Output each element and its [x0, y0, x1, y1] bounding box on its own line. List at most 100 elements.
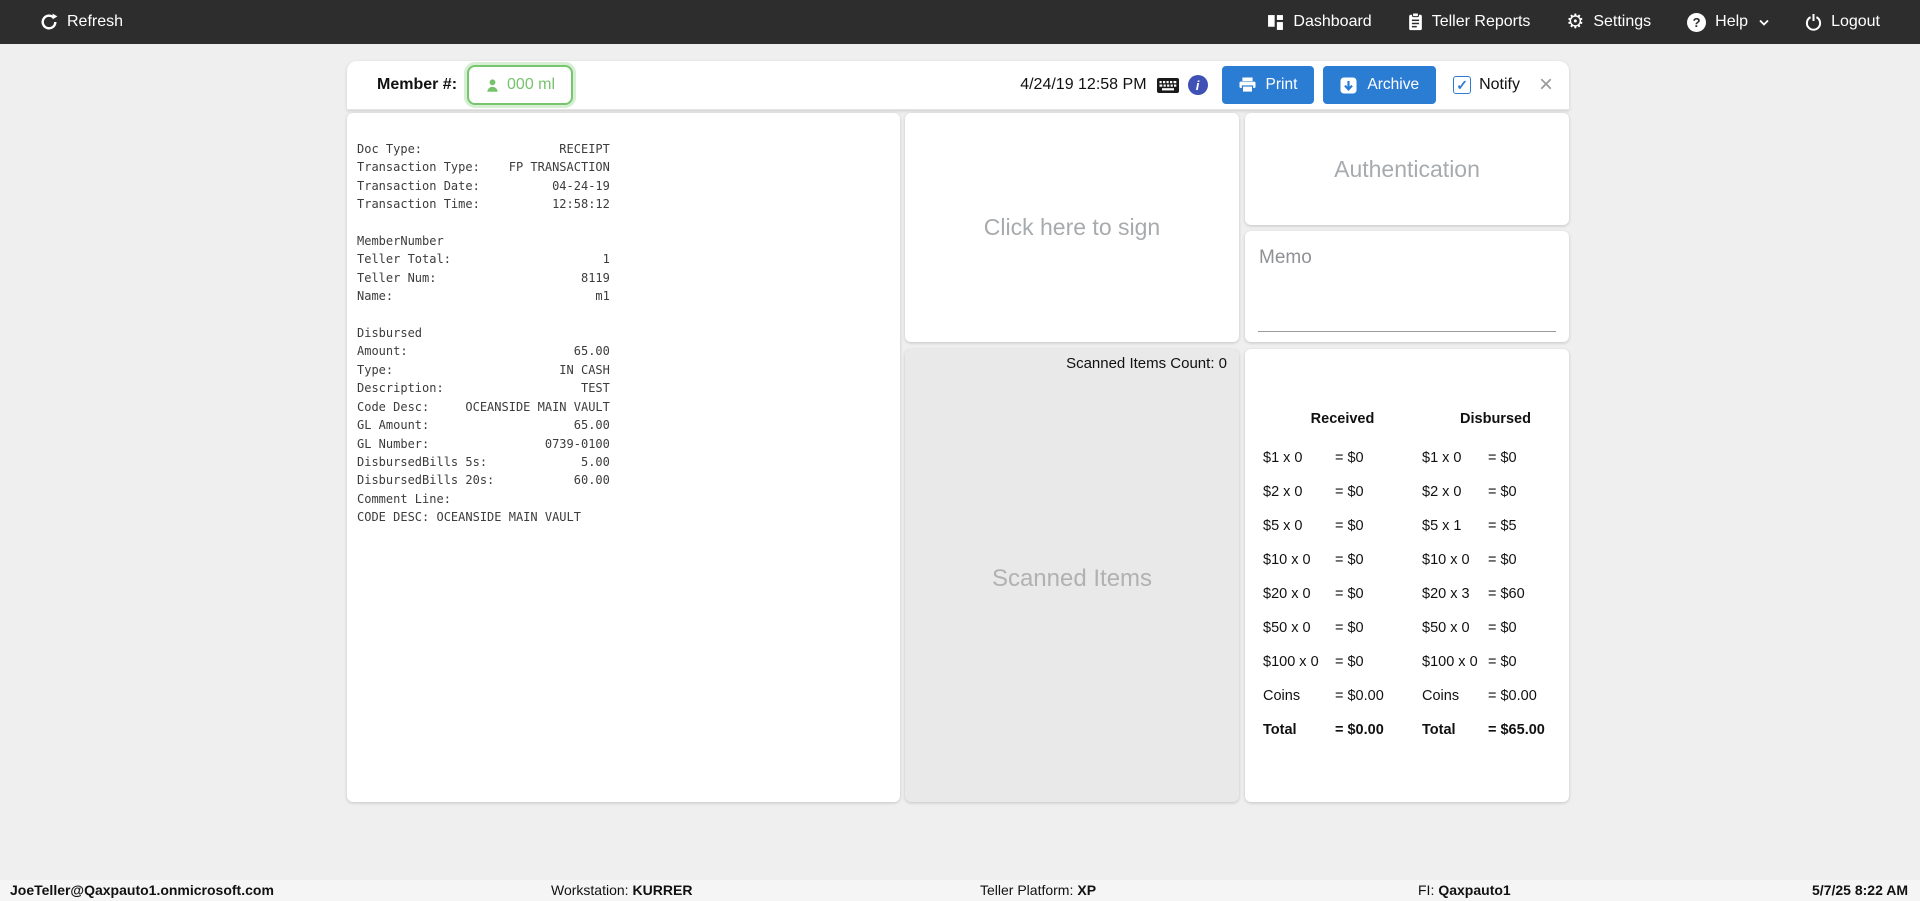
received-header: Received — [1310, 411, 1375, 427]
received-amount: = $0 — [1335, 620, 1364, 636]
cash-row: $10 x 0 = $0 $10 x 0 = $0 — [1263, 543, 1569, 577]
member-bar: Member #: 000 ml 4/24/19 12:58 PM — [347, 61, 1569, 110]
info-icon[interactable]: i — [1187, 75, 1208, 95]
nav-item-label: Dashboard — [1293, 13, 1372, 30]
archive-icon — [1340, 77, 1357, 94]
receipt-panel: Doc Type: RECEIPT Transaction Type: FP T… — [347, 113, 900, 802]
power-icon — [1805, 13, 1822, 31]
notify-label: Notify — [1479, 76, 1520, 93]
clipboard-icon — [1408, 13, 1423, 31]
disbursed-total-amount: = $65.00 — [1488, 722, 1545, 738]
disbursed-denom: $5 x 1 — [1422, 518, 1462, 534]
signature-placeholder: Click here to sign — [983, 214, 1161, 240]
disbursed-denom: $20 x 3 — [1422, 586, 1470, 602]
disbursed-denom: $100 x 0 — [1422, 654, 1478, 670]
nav-item-label: Help — [1715, 13, 1749, 30]
cash-row: Coins = $0.00 Coins = $0.00 — [1263, 679, 1569, 713]
teller-platform-info: Teller Platform: XP — [980, 882, 1097, 898]
memo-field[interactable]: Memo — [1245, 231, 1569, 342]
cash-total-row: Total = $0.00 Total = $65.00 — [1263, 713, 1569, 747]
nav-item-settings[interactable]: ⚙ Settings — [1566, 12, 1651, 32]
logged-in-user: JoeTeller@Qaxpauto1.onmicrosoft.com — [10, 882, 274, 898]
received-denom: Coins — [1263, 688, 1301, 704]
notify-checkbox[interactable]: ✓ — [1453, 76, 1472, 94]
help-icon: ? — [1687, 12, 1707, 32]
memo-input-line — [1258, 331, 1556, 332]
disbursed-denom: $2 x 0 — [1422, 484, 1462, 500]
received-denom: $20 x 0 — [1263, 586, 1311, 602]
received-denom: $5 x 0 — [1263, 518, 1303, 534]
disbursed-amount: = $0 — [1488, 450, 1517, 466]
cash-row: $5 x 0 = $0 $5 x 1 = $5 — [1263, 509, 1569, 543]
received-amount: = $0 — [1335, 484, 1364, 500]
top-navbar: Refresh Dashboard — [0, 0, 1920, 44]
transaction-datetime: 4/24/19 12:58 PM — [1020, 76, 1147, 93]
gear-icon: ⚙ — [1566, 11, 1585, 33]
refresh-label: Refresh — [67, 13, 124, 30]
memo-label: Memo — [1259, 247, 1312, 268]
receipt-text: Doc Type: RECEIPT Transaction Type: FP T… — [357, 142, 610, 525]
disbursed-amount: = $5 — [1488, 518, 1517, 534]
cash-row: $2 x 0 = $0 $2 x 0 = $0 — [1263, 475, 1569, 509]
print-label: Print — [1265, 76, 1298, 93]
nav-item-label: Teller Reports — [1431, 13, 1531, 30]
dashboard-icon — [1267, 14, 1284, 31]
refresh-button[interactable]: Refresh — [40, 13, 123, 31]
authentication-panel[interactable]: Authentication — [1245, 113, 1569, 225]
print-button[interactable]: Print — [1221, 66, 1315, 104]
received-amount: = $0.00 — [1335, 688, 1384, 704]
nav-item-logout[interactable]: Logout — [1805, 13, 1880, 31]
disbursed-amount: = $60 — [1488, 586, 1525, 602]
navbar-menu: Dashboard Teller Reports ⚙ Settings — [1267, 12, 1880, 32]
nav-item-help[interactable]: ? Help — [1687, 12, 1769, 32]
received-amount: = $0 — [1335, 552, 1364, 568]
received-denom: $100 x 0 — [1263, 654, 1319, 670]
cash-headers: Received Disbursed — [1263, 411, 1569, 427]
received-amount: = $0 — [1335, 518, 1364, 534]
close-icon[interactable]: × — [1538, 71, 1553, 98]
scanned-items-watermark: Scanned Items — [991, 564, 1153, 592]
person-icon — [485, 78, 500, 93]
disbursed-amount: = $0 — [1488, 484, 1517, 500]
nav-item-label: Settings — [1593, 13, 1652, 30]
keyboard-icon[interactable] — [1156, 77, 1179, 93]
nav-item-teller-reports[interactable]: Teller Reports — [1408, 13, 1531, 31]
received-total-label: Total — [1263, 722, 1297, 738]
disbursed-denom: $1 x 0 — [1422, 450, 1462, 466]
status-bar: JoeTeller@Qaxpauto1.onmicrosoft.com Work… — [0, 880, 1920, 901]
scanned-items-panel: Scanned Items Count: 0 Scanned Items — [905, 349, 1239, 802]
disbursed-amount: = $0 — [1488, 620, 1517, 636]
received-denom: $2 x 0 — [1263, 484, 1303, 500]
refresh-icon — [40, 13, 58, 31]
printer-icon — [1239, 77, 1256, 93]
disbursed-denom: Coins — [1422, 688, 1460, 704]
received-total-amount: = $0.00 — [1335, 722, 1384, 738]
disbursed-amount: = $0 — [1488, 654, 1517, 670]
disbursed-denom: $50 x 0 — [1422, 620, 1470, 636]
nav-item-label: Logout — [1831, 13, 1880, 30]
disbursed-header: Disbursed — [1460, 411, 1531, 427]
cash-row: $100 x 0 = $0 $100 x 0 = $0 — [1263, 645, 1569, 679]
workstation-info: Workstation: KURRER — [551, 882, 693, 898]
archive-button[interactable]: Archive — [1323, 66, 1437, 104]
cash-row: $1 x 0 = $0 $1 x 0 = $0 — [1263, 441, 1569, 475]
member-bar-actions: 4/24/19 12:58 PM i — [1020, 66, 1553, 104]
disbursed-amount: = $0 — [1488, 552, 1517, 568]
received-denom: $10 x 0 — [1263, 552, 1311, 568]
chevron-down-icon — [1759, 19, 1769, 26]
cash-denominations-panel: Received Disbursed $1 x 0 = $0 $1 x 0 = … — [1245, 349, 1569, 802]
member-number-value: 000 ml — [507, 76, 556, 93]
member-number-field[interactable]: 000 ml — [467, 65, 574, 105]
cash-row: $50 x 0 = $0 $50 x 0 = $0 — [1263, 611, 1569, 645]
disbursed-denom: $10 x 0 — [1422, 552, 1470, 568]
notify-toggle[interactable]: ✓ Notify — [1453, 76, 1520, 94]
signature-pad[interactable]: Click here to sign — [905, 113, 1239, 342]
received-amount: = $0 — [1335, 654, 1364, 670]
status-datetime: 5/7/25 8:22 AM — [1812, 882, 1908, 898]
cash-row: $20 x 0 = $0 $20 x 3 = $60 — [1263, 577, 1569, 611]
nav-item-dashboard[interactable]: Dashboard — [1267, 13, 1372, 31]
disbursed-total-label: Total — [1422, 722, 1456, 738]
member-number-label: Member #: — [377, 76, 458, 93]
archive-label: Archive — [1367, 76, 1420, 93]
